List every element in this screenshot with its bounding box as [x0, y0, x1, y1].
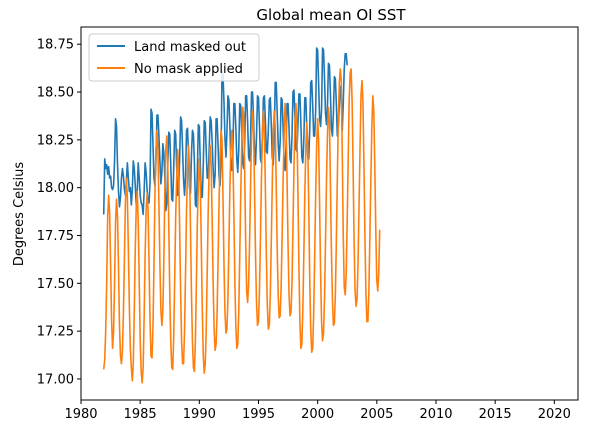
x-tick-label: 2020	[538, 407, 571, 422]
y-tick-label: 18.50	[37, 86, 74, 101]
y-tick-label: 18.00	[37, 181, 74, 196]
x-tick-label: 1985	[124, 407, 157, 422]
series-layer	[102, 47, 381, 384]
chart-title: Global mean OI SST	[256, 6, 406, 24]
legend-box	[88, 33, 260, 82]
legend-label-land-masked: Land masked out	[134, 40, 246, 55]
y-axis-ticks: 17.00 17.25 17.50 17.75 18.00 18.25 18.50 18.75	[37, 38, 81, 387]
legend-label-no-mask: No mask applied	[134, 62, 243, 77]
y-tick-label: 18.75	[37, 38, 74, 53]
y-tick-label: 17.75	[37, 229, 74, 244]
x-tick-label: 2010	[419, 407, 452, 422]
legend: Land masked out No mask applied	[88, 33, 260, 82]
plot-area-frame	[80, 26, 579, 401]
y-tick-label: 17.25	[37, 325, 74, 340]
x-tick-label: 2000	[301, 407, 334, 422]
y-tick-label: 17.00	[37, 372, 74, 387]
x-tick-label: 2005	[360, 407, 393, 422]
y-axis-label: Degrees Celsius	[12, 162, 27, 267]
y-tick-label: 17.50	[37, 277, 74, 292]
x-tick-label: 1995	[242, 407, 275, 422]
series-line-no-mask	[102, 68, 381, 384]
series-line-land-masked	[102, 47, 348, 216]
x-axis-ticks: 1980 1985 1990 1995 2000 2005 2010 2015 2020	[64, 400, 571, 422]
x-tick-label: 1980	[64, 407, 97, 422]
x-tick-label: 2015	[479, 407, 512, 422]
x-tick-label: 1990	[183, 407, 216, 422]
y-tick-label: 18.25	[37, 133, 74, 148]
